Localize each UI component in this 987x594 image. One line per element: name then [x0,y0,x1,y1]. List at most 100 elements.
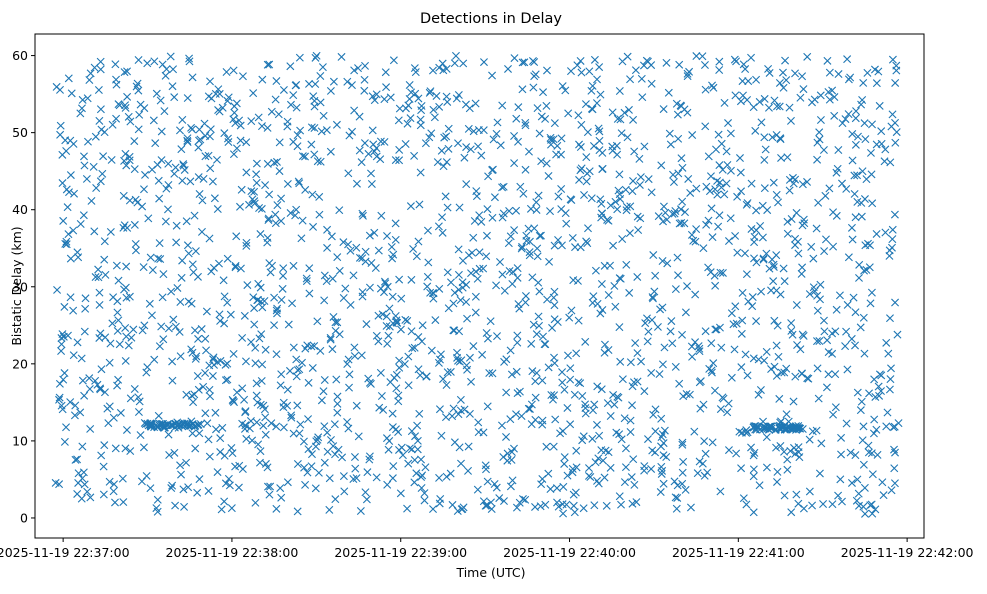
scatter-point [357,158,366,167]
scatter-point [230,108,239,117]
scatter-point [715,178,724,187]
scatter-point [752,75,761,84]
scatter-point [860,119,869,128]
scatter-point [130,165,139,174]
scatter-point [616,115,625,124]
scatter-point [214,106,223,115]
scatter-point [723,408,732,417]
scatter-point [757,118,766,127]
scatter-point [188,429,197,438]
scatter-point [79,211,88,220]
scatter-point [560,453,569,462]
scatter-point [857,212,866,221]
scatter-point [558,500,567,509]
scatter-point [326,435,335,444]
scatter-point [834,491,843,500]
scatter-point [834,145,843,154]
scatter-point [464,442,473,451]
scatter-point [527,339,536,348]
scatter-point [365,452,374,461]
scatter-point [242,138,251,147]
scatter-point [391,235,400,244]
scatter-point [437,431,446,440]
scatter-point [678,438,687,447]
scatter-point [147,421,156,430]
scatter-point [401,140,410,148]
scatter-point [405,94,414,103]
scatter-point [272,422,281,431]
scatter-point [582,177,591,186]
scatter-point [724,446,733,455]
scatter-point [567,306,576,315]
scatter-point [492,281,501,290]
scatter-point [202,346,211,355]
scatter-point [407,445,416,454]
scatter-point [277,493,286,502]
scatter-point [688,352,697,361]
y-tick-label: 0 [20,510,28,525]
scatter-point [85,385,94,393]
scatter-point [855,273,863,282]
scatter-point [640,142,649,151]
scatter-point [264,216,273,224]
scatter-point [653,322,662,331]
scatter-point [153,495,162,504]
scatter-point [414,365,423,374]
scatter-point [171,163,180,172]
scatter-point [161,217,170,226]
scatter-point [443,268,452,277]
scatter-point [360,139,369,148]
scatter-point [575,175,584,184]
x-tick-label: 2025-11-19 22:41:00 [672,545,805,560]
scatter-point [261,181,270,190]
scatter-point [423,272,432,281]
scatter-point [112,75,121,84]
scatter-point [606,463,615,472]
scatter-point [482,465,491,474]
scatter-point [257,122,266,131]
scatter-point [554,502,563,511]
scatter-point [388,474,397,483]
scatter-point [656,305,665,314]
scatter-point [361,488,370,497]
scatter-point [791,175,800,184]
scatter-point [865,263,874,272]
scatter-point [351,464,360,473]
scatter-point [124,341,133,350]
scatter-point [283,117,292,126]
scatter-point [521,121,530,130]
scatter-point [563,471,572,480]
scatter-point [168,82,177,91]
scatter-point [392,370,401,379]
scatter-point [816,115,825,124]
scatter-point [532,198,541,207]
scatter-point [178,176,187,185]
scatter-point [678,163,687,172]
scatter-point [888,225,897,234]
scatter-point [825,95,834,104]
scatter-point [316,157,325,166]
scatter-point [760,155,769,164]
scatter-point [541,500,550,509]
scatter-point [450,288,459,297]
scatter-point [298,358,306,367]
scatter-point [79,468,88,477]
scatter-point [361,257,370,266]
scatter-point [512,503,521,512]
scatter-point [454,410,463,419]
scatter-point [320,422,329,431]
scatter-point [344,355,353,364]
scatter-point [278,284,287,293]
scatter-point [877,127,886,136]
scatter-point [454,285,463,294]
scatter-point [576,243,585,252]
scatter-point [859,78,868,87]
scatter-point [847,478,856,487]
scatter-point [218,423,227,432]
scatter-point [391,219,400,228]
scatter-point [338,453,347,462]
scatter-point [283,478,292,487]
scatter-point [214,259,223,268]
scatter-point [348,127,357,136]
scatter-point [455,443,464,452]
